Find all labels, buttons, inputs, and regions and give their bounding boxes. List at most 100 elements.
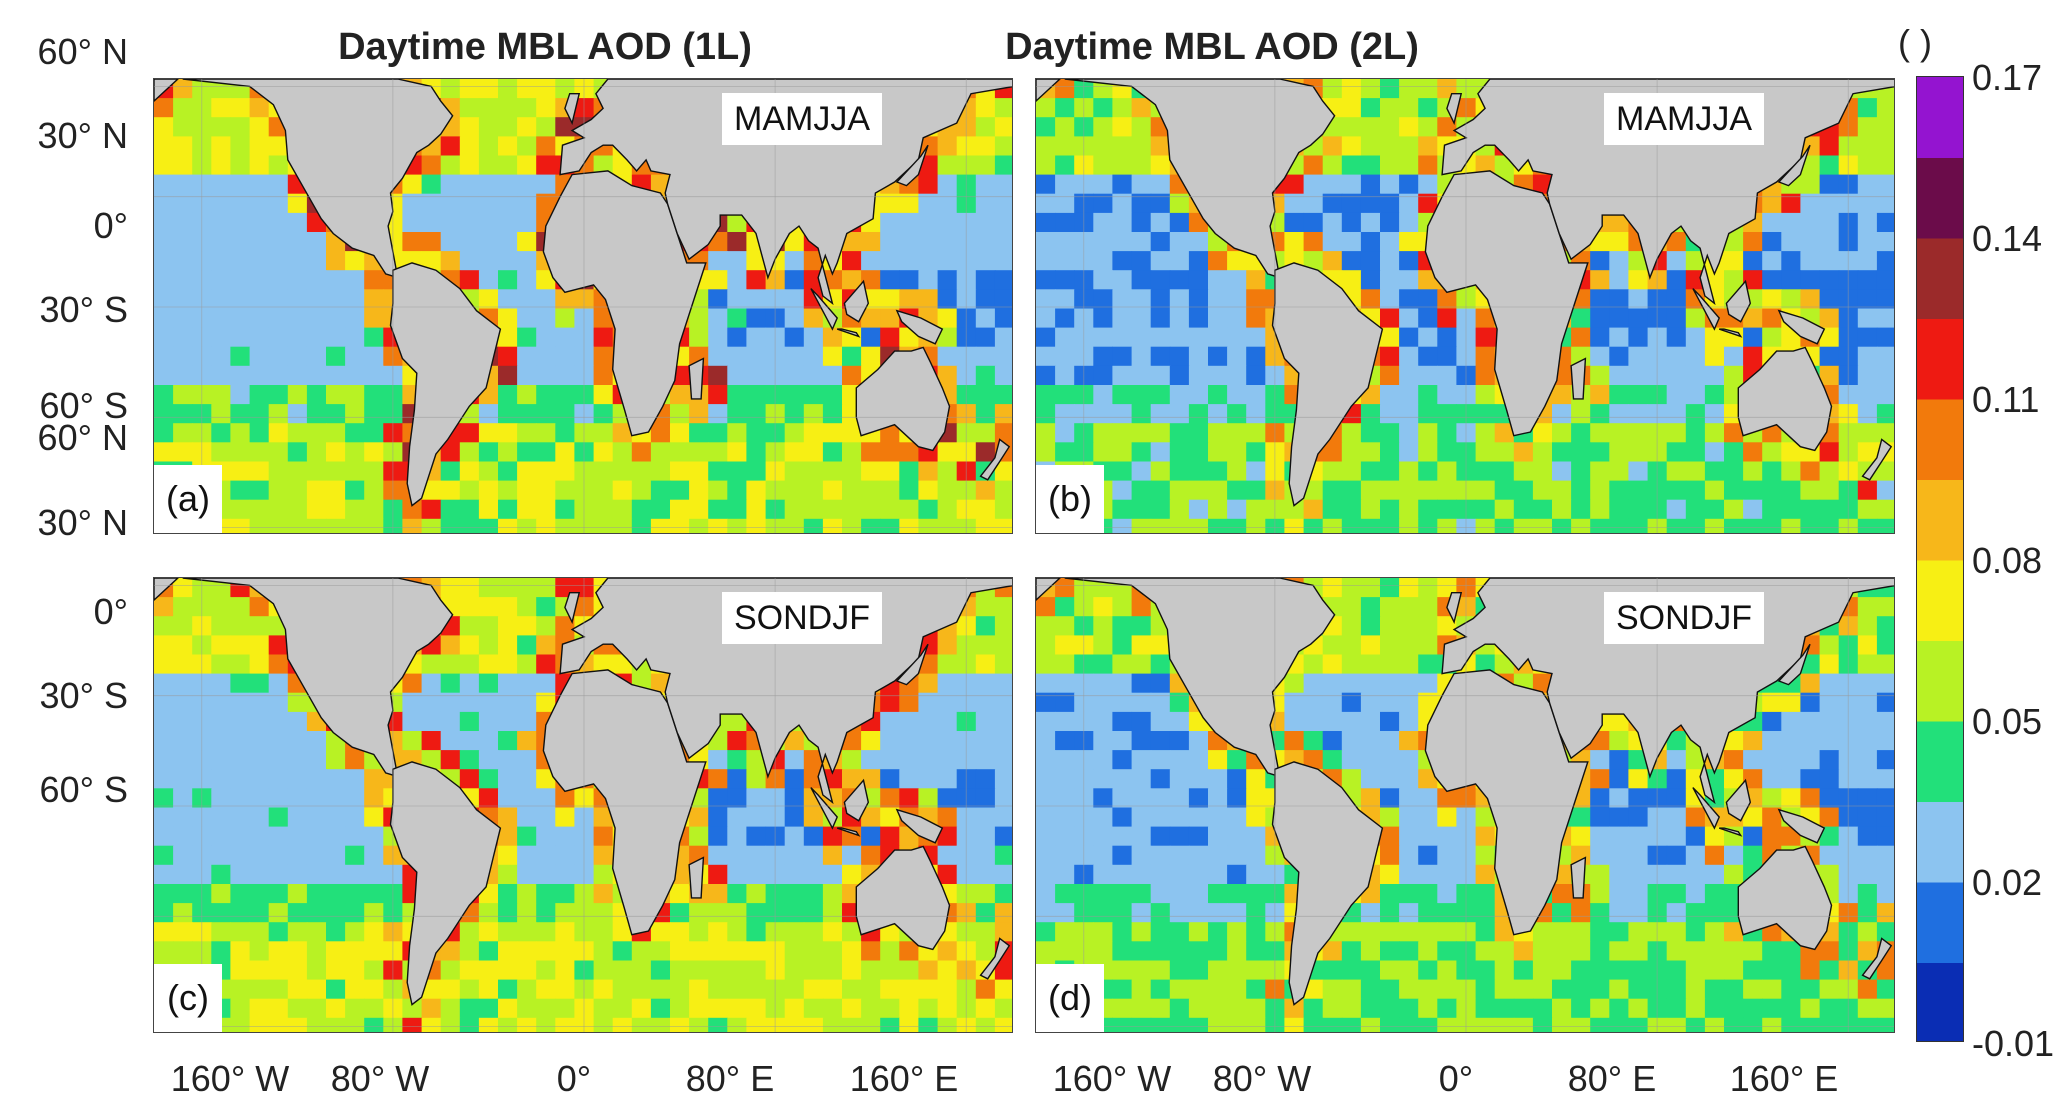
aod-cell xyxy=(727,212,747,233)
aod-cell xyxy=(154,788,174,808)
aod-map-b xyxy=(1036,79,1894,533)
aod-cell xyxy=(784,442,805,462)
aod-cell xyxy=(478,673,499,694)
aod-cell xyxy=(1112,385,1133,405)
map-panel-c: SONDJF (c) xyxy=(153,577,1013,1033)
aod-cell xyxy=(975,442,996,462)
aod-cell xyxy=(1150,903,1171,923)
aod-cell xyxy=(1227,826,1247,847)
aod-cell xyxy=(1188,365,1209,386)
aod-cell xyxy=(1532,979,1553,1000)
aod-cell xyxy=(1857,845,1878,866)
aod-map-d xyxy=(1036,578,1894,1032)
aod-cell xyxy=(249,232,270,252)
aod-cell xyxy=(364,884,384,904)
aod-cell xyxy=(899,270,919,290)
aod-cell xyxy=(1399,692,1419,713)
aod-cell xyxy=(822,442,843,462)
aod-cell xyxy=(1437,365,1457,386)
aod-cell xyxy=(517,1017,537,1032)
aod-cell xyxy=(1819,788,1840,808)
aod-cell xyxy=(746,826,767,847)
aod-cell xyxy=(1494,442,1515,462)
aod-cell xyxy=(1494,922,1515,942)
aod-cell xyxy=(421,480,442,501)
aod-cell xyxy=(1188,289,1209,309)
aod-cell xyxy=(975,289,996,309)
aod-cell xyxy=(536,365,556,386)
aod-cell xyxy=(708,788,728,808)
aod-cell xyxy=(555,998,575,1019)
aod-cell xyxy=(1800,979,1821,1000)
aod-cell xyxy=(306,518,327,533)
aod-cell xyxy=(1876,711,1894,732)
aod-cell xyxy=(230,960,251,981)
aod-cell xyxy=(994,998,1012,1019)
aod-cell xyxy=(1857,711,1878,732)
aod-cell xyxy=(937,673,958,694)
aod-cell xyxy=(249,174,270,195)
aod-cell xyxy=(1399,884,1419,904)
aod-cell xyxy=(727,979,747,1000)
aod-cell xyxy=(173,884,193,904)
aod-cell xyxy=(1150,480,1171,501)
aod-cell xyxy=(1685,251,1706,271)
aod-cell xyxy=(1590,480,1610,501)
aod-cell xyxy=(173,750,193,770)
aod-cell xyxy=(421,673,442,694)
aod-cell xyxy=(994,692,1012,713)
aod-cell xyxy=(842,270,862,290)
aod-cell xyxy=(306,365,327,386)
aod-cell xyxy=(287,807,308,828)
aod-cell xyxy=(1341,79,1362,99)
aod-cell xyxy=(154,212,174,233)
aod-cell xyxy=(975,903,996,923)
aod-cell xyxy=(1666,769,1687,789)
aod-cell xyxy=(1571,442,1591,462)
aod-cell xyxy=(1399,232,1419,252)
aod-cell xyxy=(1418,155,1438,176)
aod-cell xyxy=(1188,442,1209,462)
aod-cell xyxy=(1341,155,1362,176)
aod-cell xyxy=(1399,251,1419,271)
aod-cell xyxy=(1341,597,1362,617)
aod-cell xyxy=(1685,903,1706,923)
aod-cell xyxy=(1360,711,1381,732)
aod-cell xyxy=(154,845,174,866)
aod-cell xyxy=(517,385,537,405)
aod-cell xyxy=(1418,442,1438,462)
aod-cell xyxy=(1112,404,1133,424)
aod-cell xyxy=(1169,461,1190,482)
aod-cell xyxy=(517,423,537,443)
aod-cell xyxy=(268,308,289,329)
aod-cell xyxy=(975,423,996,443)
aod-cell xyxy=(555,884,575,904)
aod-cell xyxy=(287,979,308,1000)
aod-cell xyxy=(1188,518,1209,533)
land-mass xyxy=(1441,578,1894,805)
aod-cell xyxy=(555,442,575,462)
aod-cell xyxy=(1609,845,1629,866)
aod-cell xyxy=(1341,117,1362,137)
aod-cell xyxy=(1437,826,1457,847)
aod-cell xyxy=(1590,518,1610,533)
aod-cell xyxy=(154,346,174,367)
aod-cell xyxy=(593,308,614,329)
aod-cell xyxy=(1227,346,1247,367)
aod-cell xyxy=(1590,461,1610,482)
aod-cell xyxy=(249,635,270,656)
aod-cell xyxy=(1208,404,1228,424)
aod-cell xyxy=(1380,807,1400,828)
aod-cell xyxy=(1475,903,1496,923)
aod-cell xyxy=(326,922,346,942)
aod-cell xyxy=(1169,423,1190,443)
aod-cell xyxy=(880,212,900,233)
aod-cell xyxy=(746,807,767,828)
land-mass xyxy=(1737,346,1833,452)
aod-cell xyxy=(1628,499,1649,520)
aod-map-a xyxy=(154,79,1012,533)
aod-cell xyxy=(498,826,518,847)
aod-cell xyxy=(593,423,614,443)
aod-cell xyxy=(1380,750,1400,770)
aod-cell xyxy=(154,232,174,252)
